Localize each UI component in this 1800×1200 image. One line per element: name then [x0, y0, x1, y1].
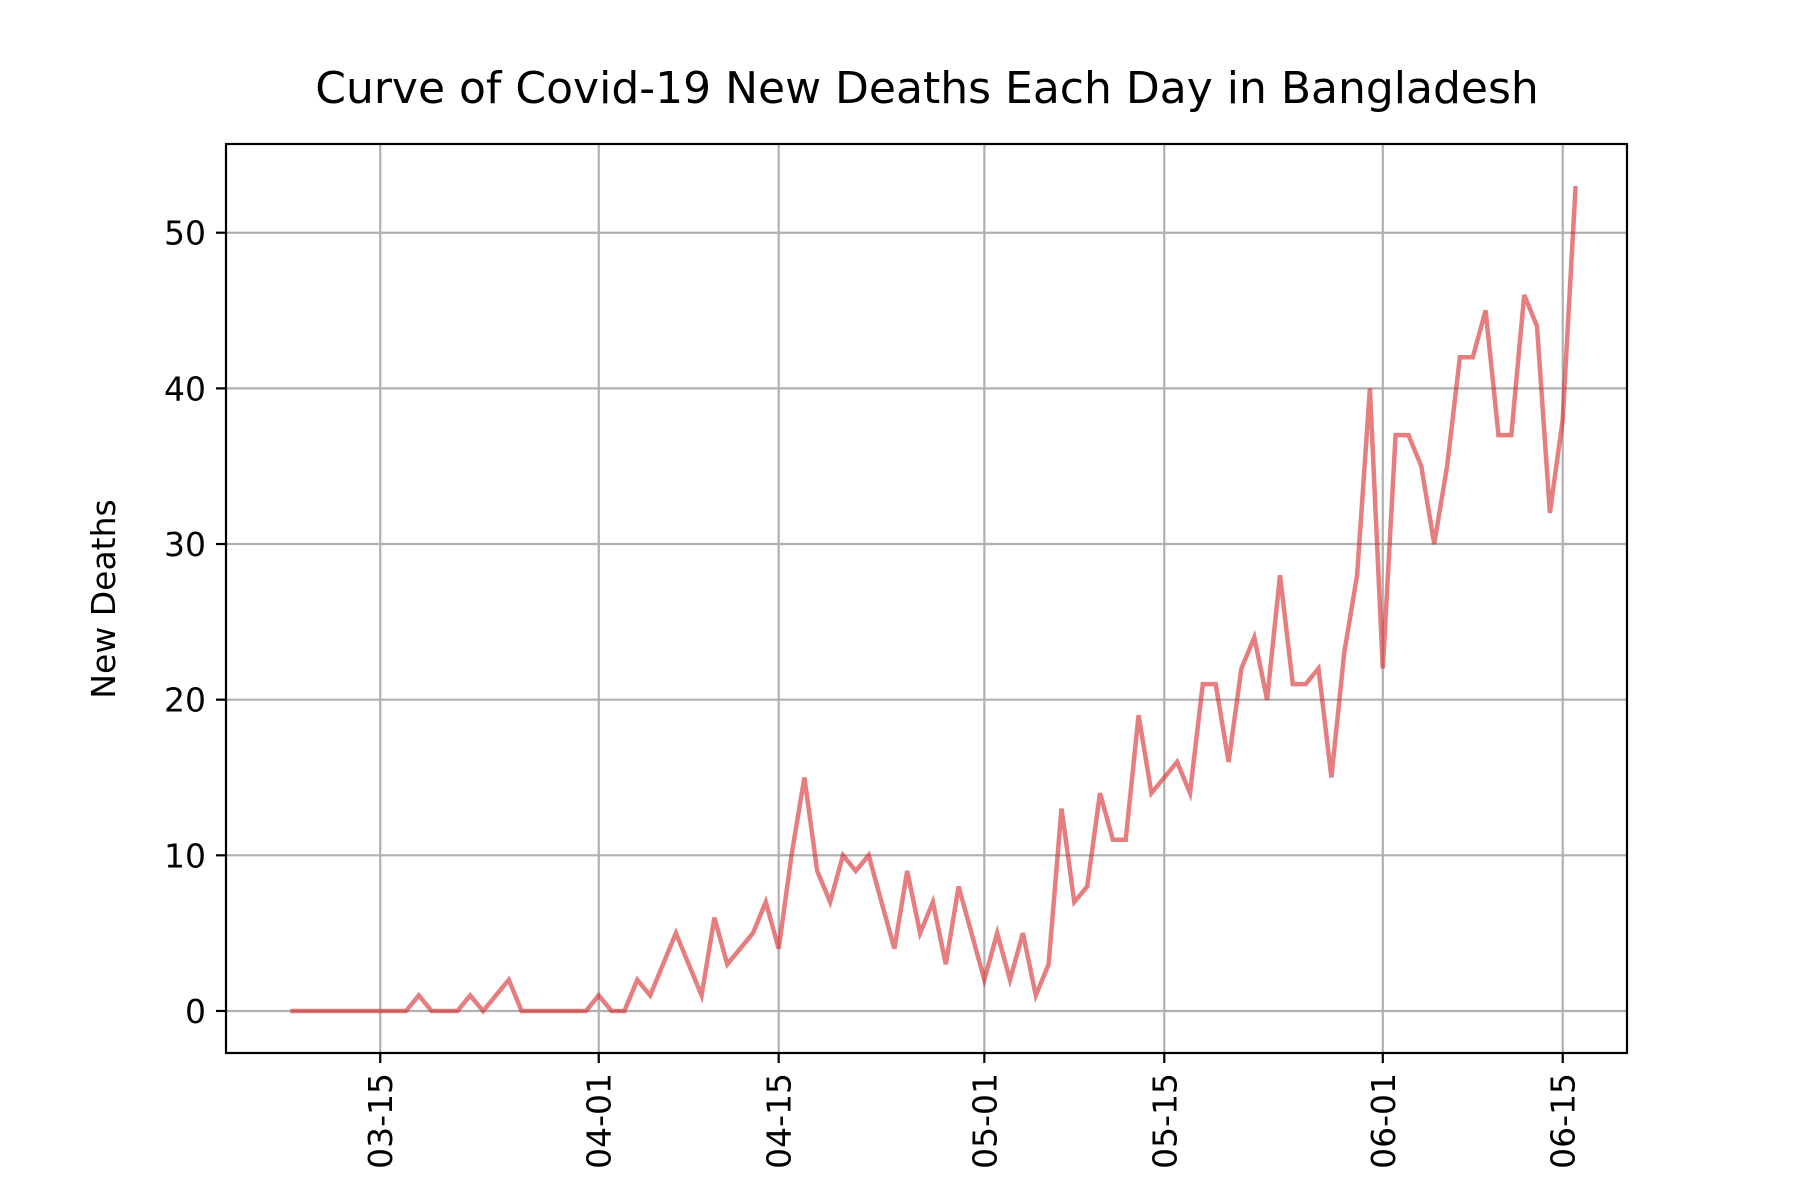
x-axis: 03-15 04-01 04-15 05-01 05-15 06-01 06-15 [361, 1053, 1583, 1169]
series-line [290, 185, 1578, 1015]
x-tick-label: 05-01 [965, 1073, 1004, 1169]
x-tick-label: 05-15 [1145, 1073, 1184, 1169]
grid [226, 144, 1627, 1053]
chart-title: Curve of Covid-19 New Deaths Each Day in… [315, 63, 1539, 114]
series-layer [290, 185, 1578, 1015]
y-tick-label: 50 [164, 214, 206, 253]
x-tick-label: 06-15 [1544, 1073, 1583, 1169]
y-tick-label: 10 [164, 836, 206, 875]
y-axis-label: New Deaths [84, 499, 123, 698]
x-tick-label: 04-01 [580, 1073, 619, 1169]
x-tick-label: 06-01 [1364, 1073, 1403, 1169]
x-tick-label: 04-15 [760, 1073, 799, 1169]
y-tick-label: 40 [164, 369, 206, 408]
y-tick-label: 20 [164, 681, 206, 720]
y-tick-label: 0 [185, 992, 206, 1031]
y-axis: 0 10 20 30 40 50 [164, 214, 226, 1031]
plot-frame [224, 142, 1629, 1055]
y-tick-label: 30 [164, 525, 206, 564]
x-tick-label: 03-15 [361, 1073, 400, 1169]
